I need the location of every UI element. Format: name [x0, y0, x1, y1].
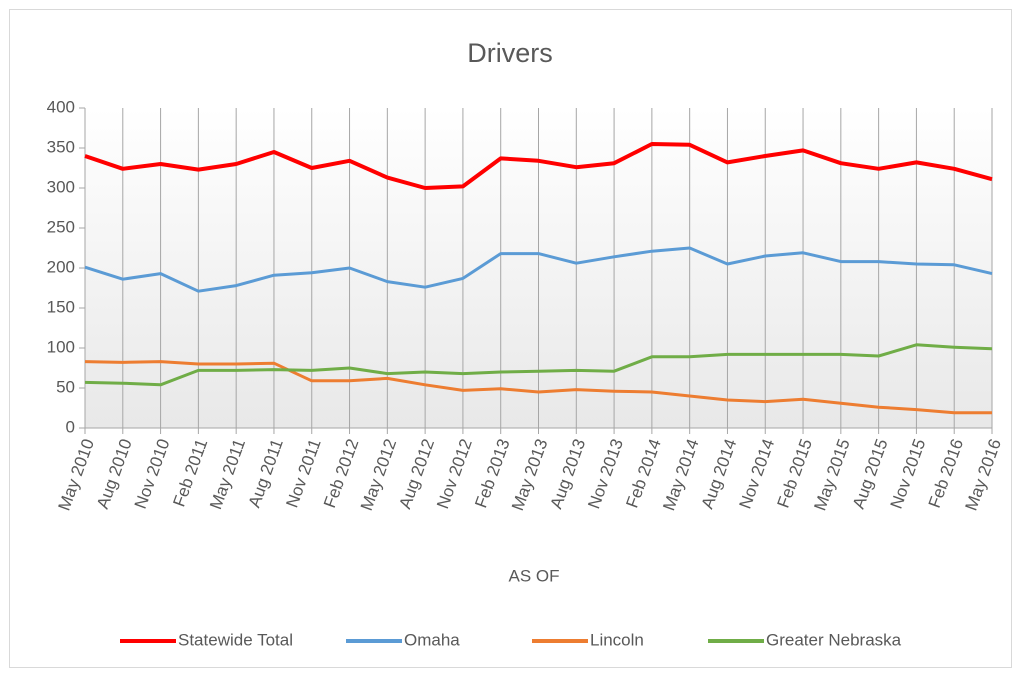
- y-tick-label: 400: [47, 97, 75, 116]
- y-tick-label: 250: [47, 217, 75, 236]
- y-tick-label: 150: [47, 297, 75, 316]
- y-tick-label: 350: [47, 137, 75, 156]
- series-line: [84, 246, 993, 293]
- y-tick-label: 0: [66, 417, 75, 436]
- series-line: [84, 360, 992, 415]
- legend-label: Greater Nebraska: [766, 630, 902, 649]
- y-tick-label: 300: [47, 177, 75, 196]
- y-tick-label: 200: [47, 257, 75, 276]
- series-line: [84, 142, 993, 190]
- legend-label: Lincoln: [590, 630, 644, 649]
- legend-label: Omaha: [404, 630, 460, 649]
- y-tick-label: 50: [56, 377, 75, 396]
- x-axis-label: AS OF: [508, 566, 559, 585]
- series-line: [84, 343, 993, 387]
- legend-label: Statewide Total: [178, 630, 293, 649]
- chart-title: Drivers: [467, 38, 553, 68]
- y-tick-label: 100: [47, 337, 75, 356]
